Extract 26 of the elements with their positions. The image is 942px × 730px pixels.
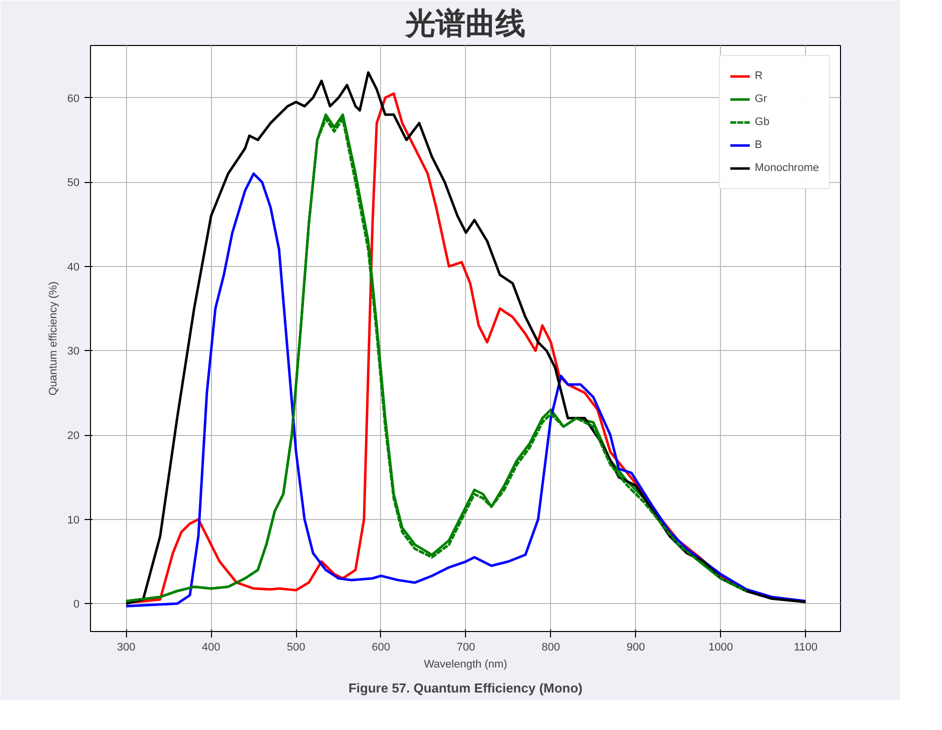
- x-tick-label: 400: [202, 642, 220, 654]
- y-tick-label: 10: [67, 514, 80, 526]
- caption: Figure 57. Quantum Efficiency (Mono): [348, 680, 583, 696]
- legend-label: B: [754, 139, 764, 151]
- x-tick-label: 600: [372, 642, 390, 654]
- legend-label: Gb: [754, 116, 770, 128]
- y-tick-label: 60: [67, 92, 80, 105]
- x-tick-label: 900: [626, 642, 645, 654]
- y-tick-label: 30: [67, 346, 80, 358]
- x-axis-title: Wavelength (nm): [424, 658, 508, 670]
- y-tick-label: 20: [67, 430, 80, 442]
- x-tick-label: 1100: [794, 642, 818, 654]
- x-tick-label: 800: [542, 642, 560, 654]
- y-tick-label: 40: [67, 261, 80, 274]
- y-tick-label: 50: [67, 177, 80, 190]
- legend-label: Gr: [754, 93, 768, 105]
- legend-label: Monochrome: [754, 162, 819, 174]
- line-series: [124, 172, 807, 608]
- y-axis-title: Quantum efficiency (%): [47, 281, 60, 396]
- x-tick-label: 300: [116, 642, 136, 654]
- y-tick-label: 0: [73, 598, 80, 611]
- legend-label: R: [754, 70, 764, 82]
- chart-title: 光谱曲线: [404, 8, 526, 40]
- x-tick-label: 500: [286, 642, 306, 654]
- x-tick-label: 1000: [708, 642, 733, 654]
- x-tick-label: 700: [456, 642, 476, 654]
